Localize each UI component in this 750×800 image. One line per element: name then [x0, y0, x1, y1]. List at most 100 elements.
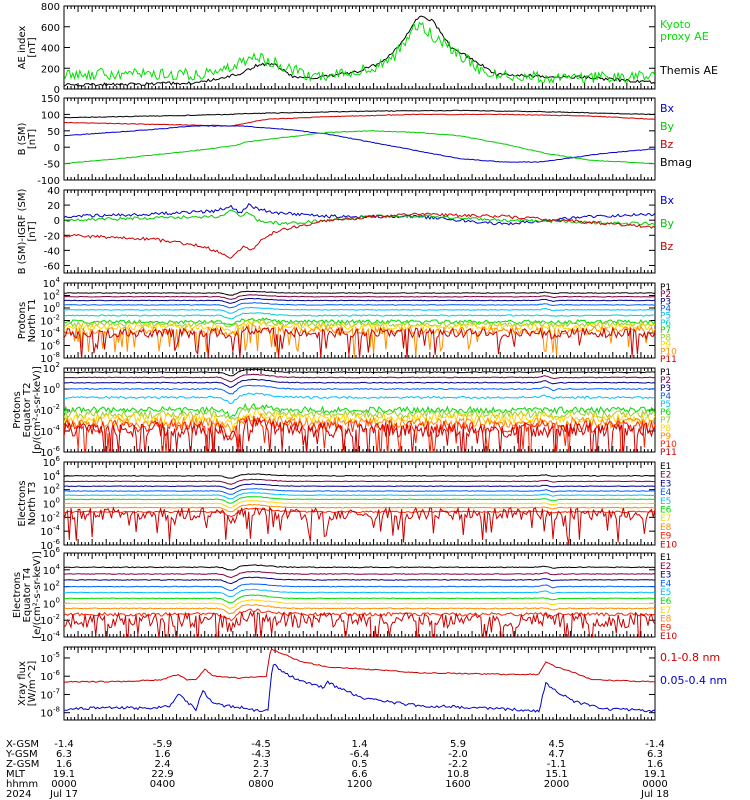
x-axis-tick-label: -5.9 — [153, 739, 173, 750]
x-axis-tick-label: 0000 — [51, 779, 76, 790]
x-axis-tick-label: 19.1 — [644, 769, 666, 780]
x-axis-tick-label: 1.6 — [56, 759, 72, 770]
y-axis-label: [p/(cm²-s-sr-keV)] — [32, 366, 43, 454]
legend-label: P5 — [660, 312, 671, 322]
legend-label: P1 — [660, 368, 671, 378]
y-tick-label: -50 — [44, 160, 60, 171]
y-tick-label: -100 — [37, 176, 60, 187]
y-tick-label: 104 — [43, 563, 61, 577]
legend-label: P10 — [660, 348, 677, 358]
y-tick-label: 10-7 — [40, 687, 60, 701]
series-line-p9 — [64, 320, 655, 333]
series-line-e6 — [64, 496, 655, 504]
series-line-e9 — [64, 507, 655, 518]
series-line-e7 — [64, 499, 655, 509]
panel-frame — [63, 189, 656, 274]
legend-label: Kyoto — [660, 18, 691, 31]
y-tick-label: 0 — [54, 216, 60, 227]
series-line-p3 — [64, 378, 655, 388]
y-tick-label: 200 — [41, 64, 60, 75]
series-group — [64, 368, 655, 452]
panel-electrons_t4: 106 104 102 100 10-2 10-4 Electrons Equator T4[… — [12, 546, 677, 644]
x-axis-tick-label: -1.4 — [645, 739, 665, 750]
y-tick-label: 10-4 — [40, 630, 60, 644]
y-tick-label: 104 — [43, 469, 61, 483]
series-line-bmag — [64, 109, 655, 119]
legend-label: P1 — [660, 283, 671, 293]
y-axis-label: [e/(cm²-s-sr-keV)] — [32, 551, 43, 639]
x-axis-tick-label: 2.7 — [253, 769, 269, 780]
x-axis-tick-label: 1.6 — [155, 749, 171, 760]
legend-label: 0.1-0.8 nm — [660, 651, 720, 664]
series-line-p10 — [64, 415, 655, 452]
y-tick-label: 0 — [54, 85, 60, 96]
y-axis-label: Protons — [17, 302, 28, 339]
legend-label: 0.05-0.4 nm — [660, 674, 727, 687]
y-axis-label: Xray flux — [17, 661, 28, 706]
series-group — [64, 473, 655, 545]
legend-label: E2 — [660, 471, 671, 481]
x-axis-tick-label: 2.4 — [155, 759, 171, 770]
y-axis-label: [nT] — [27, 221, 38, 241]
panel-protons_t2: 102 100 10-2 10-4 10-6 Protons Equator T2 [p/(c… — [12, 361, 677, 459]
series-group — [64, 15, 655, 87]
series-line-e4 — [64, 583, 655, 591]
legend-label: P6 — [660, 319, 671, 329]
x-axis-tick-label: -2.2 — [448, 759, 468, 770]
legend-label: proxy AE — [660, 30, 709, 43]
x-axis-tick-label: 6.6 — [352, 769, 368, 780]
x-axis-tick-label: 19.1 — [53, 769, 75, 780]
legend-label: P3 — [660, 297, 671, 307]
y-tick-label: 10-2 — [40, 314, 60, 328]
x-axis-tick-label: 4.7 — [549, 749, 565, 760]
legend-label: P8 — [660, 333, 671, 343]
series-line-p7 — [64, 317, 655, 326]
legend-label: Bz — [660, 240, 674, 253]
legend-label: P7 — [660, 326, 671, 336]
series-line-p11 — [64, 325, 655, 358]
x-axis-labels: X-GSMY-GSMZ-GSMMLThhmm2024-1.46.31.619.1… — [5, 739, 669, 800]
y-tick-label: 10-6 — [40, 445, 60, 459]
legend-label: P7 — [660, 416, 671, 426]
legend-label: E2 — [660, 562, 671, 572]
series-line-0-05-0-4-nm — [64, 663, 655, 713]
series-line-p1 — [64, 290, 655, 296]
y-tick-label: 102 — [43, 580, 60, 594]
series-group — [64, 202, 655, 259]
series-line-p9 — [64, 411, 655, 433]
series-line-p6 — [64, 312, 655, 320]
series-line-p4 — [64, 384, 655, 395]
x-axis-tick-label: -6.4 — [350, 749, 370, 760]
x-axis-row-label: hhmm — [6, 779, 38, 790]
legend-label: E9 — [660, 623, 672, 633]
series-line-p2 — [64, 373, 655, 383]
legend-label: E8 — [660, 615, 672, 625]
legend-label: P9 — [660, 340, 671, 350]
series-line-p5 — [64, 392, 655, 405]
series-line-e1 — [64, 473, 655, 479]
legend-label: Bz — [660, 138, 674, 151]
series-line-p5 — [64, 306, 655, 314]
y-tick-label: -60 — [44, 261, 60, 272]
series-line-e4 — [64, 488, 655, 495]
x-axis-tick-label: -1.1 — [547, 759, 567, 770]
y-tick-label: 10-2 — [40, 510, 60, 524]
series-group — [64, 290, 655, 358]
x-axis-tick-label: Jul 17 — [49, 789, 78, 800]
legend-label: E1 — [660, 553, 671, 563]
y-tick-label: 10-4 — [40, 424, 60, 438]
y-tick-label: -20 — [44, 231, 60, 242]
y-tick-label: 100 — [43, 301, 60, 315]
legend-label: P11 — [660, 448, 677, 458]
legend-label: P4 — [660, 305, 671, 315]
series-line-e8 — [64, 603, 655, 615]
y-tick-label: 100 — [43, 382, 60, 396]
y-tick-label: 10-2 — [40, 613, 60, 627]
series-line-bz — [64, 212, 655, 259]
y-axis-label: Protons — [12, 391, 23, 428]
y-axis-label: North T1 — [27, 299, 38, 343]
x-axis-tick-label: 4.5 — [549, 739, 565, 750]
